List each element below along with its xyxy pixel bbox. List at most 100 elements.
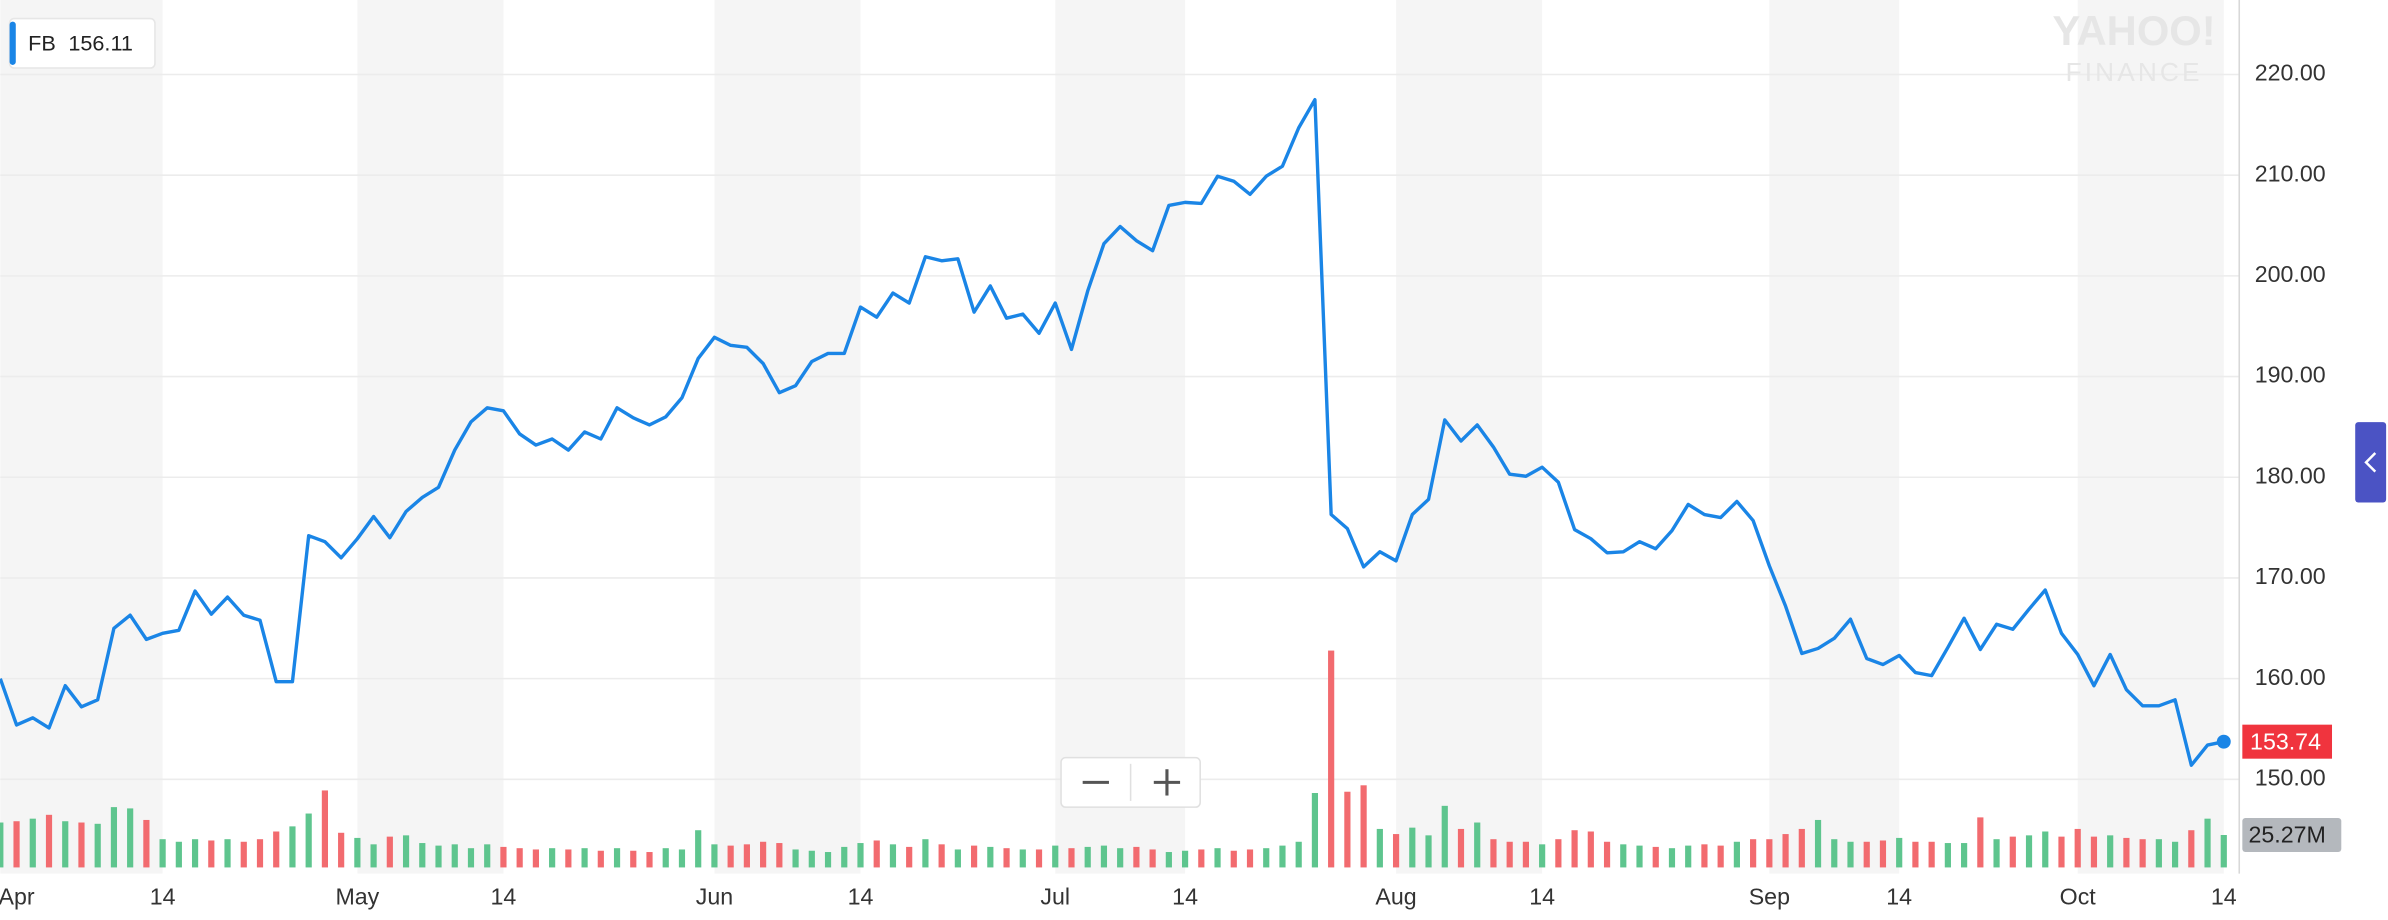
volume-bar — [954, 849, 961, 868]
price-layer — [0, 97, 2231, 767]
x-tick-label: Sep — [1749, 883, 1790, 909]
volume-bar — [630, 850, 637, 868]
volume-bar — [1912, 841, 1919, 868]
volume-bar — [857, 843, 864, 868]
month-bands — [0, 0, 2223, 874]
volume-bar — [62, 821, 69, 868]
volume-bar — [2042, 831, 2049, 868]
volume-bar — [1539, 844, 1546, 868]
volume-bar — [1052, 845, 1059, 868]
volume-bar — [2139, 839, 2146, 868]
volume-bar — [1376, 828, 1383, 868]
side-panel-toggle[interactable] — [2355, 422, 2387, 503]
volume-bar — [873, 840, 880, 868]
volume-bar — [1961, 843, 1968, 868]
volume-bar — [581, 848, 588, 868]
volume-bar — [971, 845, 978, 868]
volume-bar — [1766, 839, 1773, 868]
volume-bar — [451, 844, 458, 868]
logo: FINANCE — [2066, 57, 2203, 87]
volume-bar — [1360, 785, 1367, 868]
month-band — [1055, 0, 1186, 874]
zoom-in-button[interactable] — [1153, 769, 1181, 796]
volume-bar — [0, 822, 4, 868]
volume-bar — [143, 819, 150, 868]
volume-bar — [1003, 848, 1010, 868]
month-band — [1396, 0, 1543, 874]
volume-bar — [2058, 836, 2065, 868]
volume-bar — [289, 826, 296, 868]
volume-bar — [1409, 827, 1416, 868]
volume-bar — [1295, 841, 1302, 868]
volume-bar — [613, 848, 621, 868]
volume-bar — [419, 843, 426, 868]
tooltip-marker — [9, 21, 16, 65]
tooltip: FB 156.11 — [8, 17, 156, 69]
volume-bar — [191, 839, 199, 868]
volume-bar — [2123, 837, 2130, 868]
y-tick-label: 160.00 — [2255, 664, 2326, 690]
volume-bar — [435, 845, 442, 868]
volume-bar — [321, 790, 329, 868]
volume-bar — [386, 836, 393, 868]
x-tick-label: 14 — [2211, 883, 2237, 909]
volume-bar — [1490, 839, 1497, 868]
volume-bar — [2009, 836, 2016, 868]
volume-bar — [2090, 836, 2098, 868]
volume-bar — [1279, 845, 1286, 868]
volume-bar — [2155, 839, 2162, 868]
volume-bar — [1620, 844, 1627, 868]
volume-bar — [1896, 837, 1903, 868]
volume-bar — [549, 848, 556, 868]
volume-bar — [2107, 835, 2114, 868]
volume-bar — [1701, 844, 1708, 868]
volume-bar — [1311, 793, 1319, 868]
x-tick-label: May — [335, 883, 379, 909]
volume-bar — [2220, 835, 2227, 868]
last-price-dot — [2216, 734, 2231, 749]
y-tick-label: 180.00 — [2255, 462, 2326, 488]
volume-bar — [1863, 841, 1870, 868]
x-tick-label: 14 — [491, 883, 517, 909]
x-tick-label: 14 — [1172, 883, 1198, 909]
volume-bar — [1392, 834, 1400, 868]
volume-bar — [1977, 817, 1984, 868]
volume-bar — [808, 850, 815, 868]
volume-bar — [1198, 849, 1205, 868]
volume-bar — [1133, 846, 1140, 868]
volume-bar — [1668, 848, 1676, 868]
x-tick-label: Oct — [2060, 883, 2097, 909]
volume-bar — [1944, 843, 1951, 868]
volume-bar — [240, 841, 247, 868]
y-tick-label: 220.00 — [2255, 60, 2326, 86]
month-band — [714, 0, 861, 874]
volume-bar — [889, 844, 897, 868]
volume-bar — [532, 849, 539, 868]
volume-bar — [1522, 841, 1529, 868]
volume-bar — [175, 841, 182, 868]
volume-bar — [1084, 846, 1091, 868]
volume-bar — [824, 852, 832, 868]
volume-bar — [78, 822, 85, 868]
y-tick-label: 190.00 — [2255, 362, 2326, 388]
x-tick-label: Apr — [0, 883, 35, 909]
volume-bar — [1344, 791, 1351, 868]
volume-bar — [273, 831, 280, 868]
x-tick-label: 14 — [1886, 883, 1912, 909]
volume-bar — [1068, 848, 1075, 868]
volume-bar — [1798, 828, 1805, 868]
volume-bar — [2025, 835, 2033, 868]
x-tick-label: 14 — [1529, 883, 1555, 909]
volume-bar — [938, 844, 945, 868]
x-tick-label: 14 — [150, 883, 176, 909]
month-band — [0, 0, 163, 874]
volume-bar — [1328, 650, 1335, 868]
volume-bar — [110, 807, 118, 868]
volume-bar — [127, 808, 134, 868]
volume-bar — [1782, 834, 1789, 868]
volume-bar — [1246, 849, 1254, 868]
volume-bar — [1928, 841, 1935, 868]
volume-bar — [1814, 819, 1822, 868]
volume-bar — [256, 839, 264, 868]
